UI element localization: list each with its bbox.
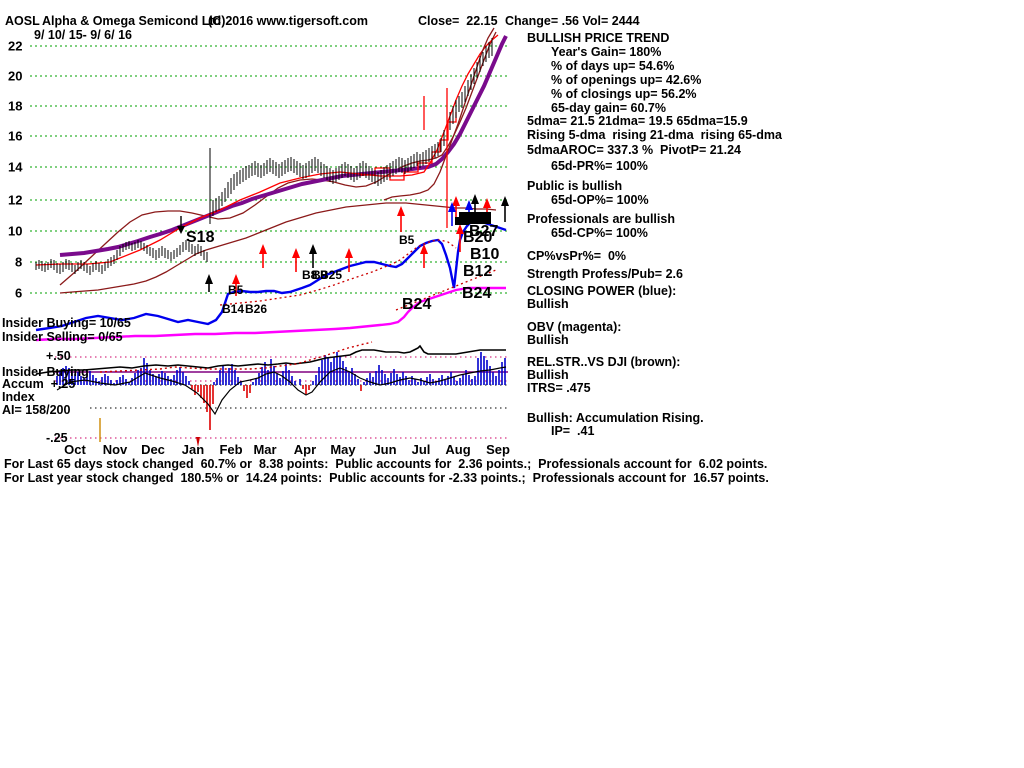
dma-line: 5dma= 21.5 21dma= 19.5 65dma=15.9 — [527, 114, 748, 128]
relstr-value: Bullish — [527, 368, 569, 382]
insider-buying-label: Insider Buying= 10/65 — [2, 316, 131, 330]
footer-line-1: For Last 65 days stock changed 60.7% or … — [4, 457, 768, 471]
accum-label: Accum +.25 — [2, 377, 76, 391]
right-panel-stat-2: % of openings up= 42.6% — [551, 73, 702, 87]
month-label-apr: Apr — [293, 442, 317, 457]
lower-band-line — [59, 202, 497, 294]
chart-annotation-b24-12: B24 — [402, 296, 432, 313]
month-label-may: May — [330, 442, 356, 457]
rel-str-line — [383, 27, 495, 201]
y-axis-label-6: 6 — [15, 285, 23, 301]
header-copyright: (C)2016 www.tigersoft.com — [208, 14, 368, 28]
strength-line: Strength Profess/Pub= 2.6 — [527, 267, 683, 281]
month-label-mar: Mar — [253, 442, 277, 457]
header-change: Change= .56 Vol= 2444 — [505, 14, 640, 28]
right-panel-title: BULLISH PRICE TREND — [527, 31, 670, 45]
closing-power-line — [35, 219, 507, 332]
chart-annotation-b27-8: B27 — [469, 223, 499, 240]
insider-selling-label: Insider Selling= 0/65 — [2, 330, 123, 344]
y-axis-label-20: 20 — [8, 68, 23, 84]
right-panel-stat-4: 65-day gain= 60.7% — [551, 101, 666, 115]
ai-gridlines — [55, 356, 508, 439]
month-label-sep: Sep — [486, 442, 510, 457]
obv-title: OBV (magenta): — [527, 320, 622, 334]
month-label-dec: Dec — [141, 442, 165, 457]
ai-smooth-line — [56, 366, 507, 416]
ip-line: IP= .41 — [551, 424, 595, 438]
month-label-oct: Oct — [64, 442, 86, 457]
ai-upper-red-dotted — [99, 341, 373, 373]
chart-annotation-b10-10: B10 — [470, 246, 500, 263]
y-axis-label-8: 8 — [15, 254, 23, 270]
obv-line — [35, 286, 506, 342]
cp-percent-line: 65d-CP%= 100% — [551, 226, 648, 240]
cp-vs-pr-line: CP%vsPr%= 0% — [527, 249, 627, 263]
month-label-aug: Aug — [445, 442, 471, 457]
aroc-line: 5dmaAROC= 337.3 % PivotP= 21.24 — [527, 143, 741, 157]
month-label-jan: Jan — [181, 442, 205, 457]
price-bars — [35, 38, 493, 275]
month-label-jul: Jul — [411, 442, 431, 457]
chart-annotation-b5-1: B5 — [399, 233, 415, 247]
chart-annotation-b8-5: B8 — [302, 268, 318, 282]
plus-50-label: +.50 — [46, 349, 71, 363]
rising-dma-line: Rising 5-dma rising 21-dma rising 65-dma — [527, 128, 782, 142]
header-date-range: 9/ 10/ 15- 9/ 6/ 16 — [34, 28, 132, 42]
header-close: Close= 22.15 — [418, 14, 498, 28]
red-dotted-lower — [219, 239, 457, 306]
pr-percent-line: 65d-PR%= 100% — [551, 159, 648, 173]
header-company: Alpha & Omega Semicond Ltd — [42, 14, 222, 28]
label-cluster-blob-2 — [455, 217, 469, 225]
ai-upper-black-line — [35, 344, 506, 375]
chart-annotation-b24-13: B24 — [462, 285, 492, 302]
y-axis-label-10: 10 — [8, 223, 23, 239]
y-axis-label-14: 14 — [8, 159, 23, 175]
ai-mid-gridline — [90, 384, 508, 409]
chart-annotation-b20-9: B20 — [463, 229, 493, 246]
price-gridlines — [30, 45, 508, 294]
ai-label: AI= 158/200 — [2, 403, 71, 417]
upper-band-line — [59, 31, 497, 286]
y-axis-label-12: 12 — [8, 192, 23, 208]
chart-annotation-s18-0: S18 — [186, 229, 215, 246]
itrs-line: ITRS= .475 — [527, 381, 591, 395]
relstr-title: REL.STR..VS DJI (brown): — [527, 355, 681, 369]
closing-power-title: CLOSING POWER (blue): — [527, 284, 677, 298]
right-panel-stat-0: Year's Gain= 180% — [551, 45, 662, 59]
chart-annotation-b9-6: B9 — [312, 268, 328, 282]
op-percent-line: 65d-OP%= 100% — [551, 193, 649, 207]
red-step-line — [360, 112, 457, 181]
month-label-nov: Nov — [102, 442, 128, 457]
month-label-jun: Jun — [373, 442, 397, 457]
right-panel-stat-3: % of closings up= 56.2% — [551, 87, 697, 101]
minus-25-label: -.25 — [46, 431, 68, 445]
ma65-line — [59, 35, 508, 257]
y-axis-label-16: 16 — [8, 128, 23, 144]
jan-marker — [196, 437, 200, 447]
prof-bullish-line: Professionals are bullish — [527, 212, 675, 226]
right-panel-stat-1: % of days up= 54.6% — [551, 59, 675, 73]
public-bullish-line: Public is bullish — [527, 179, 623, 193]
chart-annotation-b14-3: B14 — [222, 302, 245, 316]
signal-arrows — [177, 194, 509, 296]
header-symbol: AOSL — [5, 14, 40, 28]
index-label: Index — [2, 390, 35, 404]
insider-buying-label-2: Insider Buying — [2, 365, 89, 379]
footer-line-2: For Last year stock changed 180.5% or 14… — [4, 471, 769, 485]
chart-annotation-b5-2: B5 — [228, 283, 244, 297]
month-label-feb: Feb — [219, 442, 243, 457]
obv-value: Bullish — [527, 333, 569, 347]
closing-power-value: Bullish — [527, 297, 569, 311]
y-axis-label-22: 22 — [8, 38, 23, 54]
ai-histogram — [56, 352, 506, 430]
y-axis-label-18: 18 — [8, 98, 23, 114]
accum-rising-line: Bullish: Accumulation Rising. — [527, 411, 704, 425]
chart-annotation-b25-7: B25 — [320, 268, 343, 282]
chart-annotation-b12-11: B12 — [463, 263, 493, 280]
chart-annotation-b26-4: B26 — [245, 302, 268, 316]
